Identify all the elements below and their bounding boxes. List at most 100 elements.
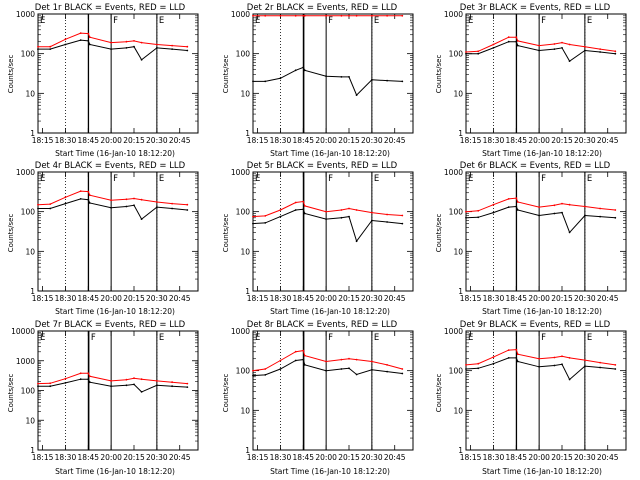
lld-data-point [186, 382, 189, 385]
lld-data-point [279, 359, 282, 362]
events-data-point [492, 362, 495, 365]
marker-flag-label: E [255, 333, 260, 343]
events-data-point [599, 215, 601, 218]
events-data-point [507, 357, 510, 359]
x-tick-label: 20:30 [361, 453, 383, 462]
lld-series-line [37, 372, 188, 385]
events-data-point [325, 369, 327, 372]
y-tick-label: 1000 [444, 168, 463, 177]
y-tick-label: 100 [21, 50, 36, 59]
events-data-point [325, 75, 327, 78]
events-data-point [553, 48, 556, 50]
events-data-point [156, 206, 158, 209]
events-data-point [49, 385, 52, 388]
lld-data-point [79, 372, 82, 375]
marker-flag-label: E [159, 174, 164, 184]
lld-data-point [302, 200, 305, 203]
lld-series-line [252, 350, 403, 372]
marker-flag-label: F [91, 333, 96, 343]
y-tick-label: 1 [30, 287, 35, 296]
marker-flag-label: E [587, 16, 592, 26]
x-tick-label: 20:15 [123, 453, 145, 462]
y-axis-label: Counts/sec [222, 374, 230, 413]
events-data-point [386, 221, 388, 223]
lld-series-line [37, 190, 188, 206]
lld-data-point [325, 210, 327, 213]
lld-series-line [465, 349, 616, 366]
events-data-point [49, 207, 52, 210]
panel-title: Det 4r BLACK = Events, RED = LLD [35, 161, 186, 171]
events-data-point [515, 357, 518, 359]
lld-data-point [507, 36, 510, 39]
x-axis-label: Start Time (16-Jan-10 18:12:20) [270, 307, 390, 316]
events-data-point [140, 58, 143, 61]
lld-data-point [515, 36, 518, 39]
lld-data-point [355, 358, 358, 361]
events-data-point [355, 373, 358, 376]
events-data-point [79, 378, 82, 381]
x-axis-label: Start Time (16-Jan-10 18:12:20) [55, 467, 175, 476]
y-tick-label: 1 [458, 129, 463, 138]
y-axis-label: Counts/sec [222, 214, 230, 253]
lld-data-point [87, 190, 90, 193]
lld-data-point [401, 214, 404, 217]
lld-data-point [348, 357, 350, 360]
events-data-point [279, 368, 282, 370]
plot-frame [252, 171, 414, 292]
y-tick-label: 1 [30, 446, 35, 455]
x-tick-label: 20:15 [551, 136, 573, 145]
y-tick-label: 10 [240, 247, 250, 256]
y-tick-label: 10 [240, 406, 250, 415]
events-data-point [599, 366, 601, 369]
marker-flag-label: E [468, 16, 473, 26]
marker-flag-label: E [374, 174, 379, 184]
lld-data-point [561, 202, 563, 205]
events-data-point [133, 204, 135, 207]
events-data-point [614, 52, 617, 55]
y-tick-label: 1000 [16, 168, 35, 177]
x-tick-label: 20:30 [574, 136, 596, 145]
events-data-point [516, 360, 519, 363]
lld-data-point [279, 14, 282, 17]
y-tick-label: 1 [245, 287, 250, 296]
events-series-line [252, 359, 403, 377]
lld-data-point [252, 369, 254, 372]
y-axis-label: Counts/sec [7, 214, 15, 253]
events-data-point [355, 240, 358, 243]
panel-title: Det 6r BLACK = Events, RED = LLD [460, 161, 611, 171]
events-data-point [599, 51, 601, 53]
x-tick-label: 20:00 [100, 453, 122, 462]
events-data-point [465, 368, 467, 370]
events-data-point [252, 80, 254, 83]
x-tick-label: 20:00 [100, 294, 122, 303]
events-data-point [186, 386, 189, 388]
chart-panel: 1 10 100 1000 18:15 18:30 18:45 20:00 20:15 20:30… [16, 168, 199, 303]
events-data-point [325, 218, 327, 221]
x-axis-label: Start Time (16-Jan-10 18:12:20) [482, 149, 602, 158]
lld-data-point [340, 14, 343, 17]
marker-flag-label: F [328, 16, 333, 26]
events-data-point [88, 43, 91, 46]
lld-data-point [465, 51, 467, 53]
x-tick-label: 18:15 [247, 453, 269, 462]
x-tick-label: 20:30 [574, 453, 596, 462]
lld-data-point [252, 14, 254, 17]
marker-flag-label: E [159, 333, 164, 343]
lld-data-point [516, 40, 519, 42]
lld-data-point [156, 43, 158, 46]
lld-data-point [492, 356, 495, 358]
x-axis-label: Start Time (16-Jan-10 18:12:20) [270, 149, 390, 158]
x-tick-label: 18:15 [32, 136, 54, 145]
events-data-point [348, 367, 350, 370]
x-tick-label: 20:45 [597, 453, 619, 462]
x-tick-label: 18:15 [460, 453, 482, 462]
events-data-point [561, 211, 563, 214]
lld-data-point [303, 14, 306, 17]
events-data-point [133, 383, 135, 386]
x-tick-label: 18:15 [247, 136, 269, 145]
lld-data-point [125, 198, 128, 201]
y-tick-label: 10 [240, 89, 250, 98]
y-tick-label: 1 [245, 129, 250, 138]
events-data-point [584, 49, 586, 52]
lld-data-point [325, 360, 327, 363]
